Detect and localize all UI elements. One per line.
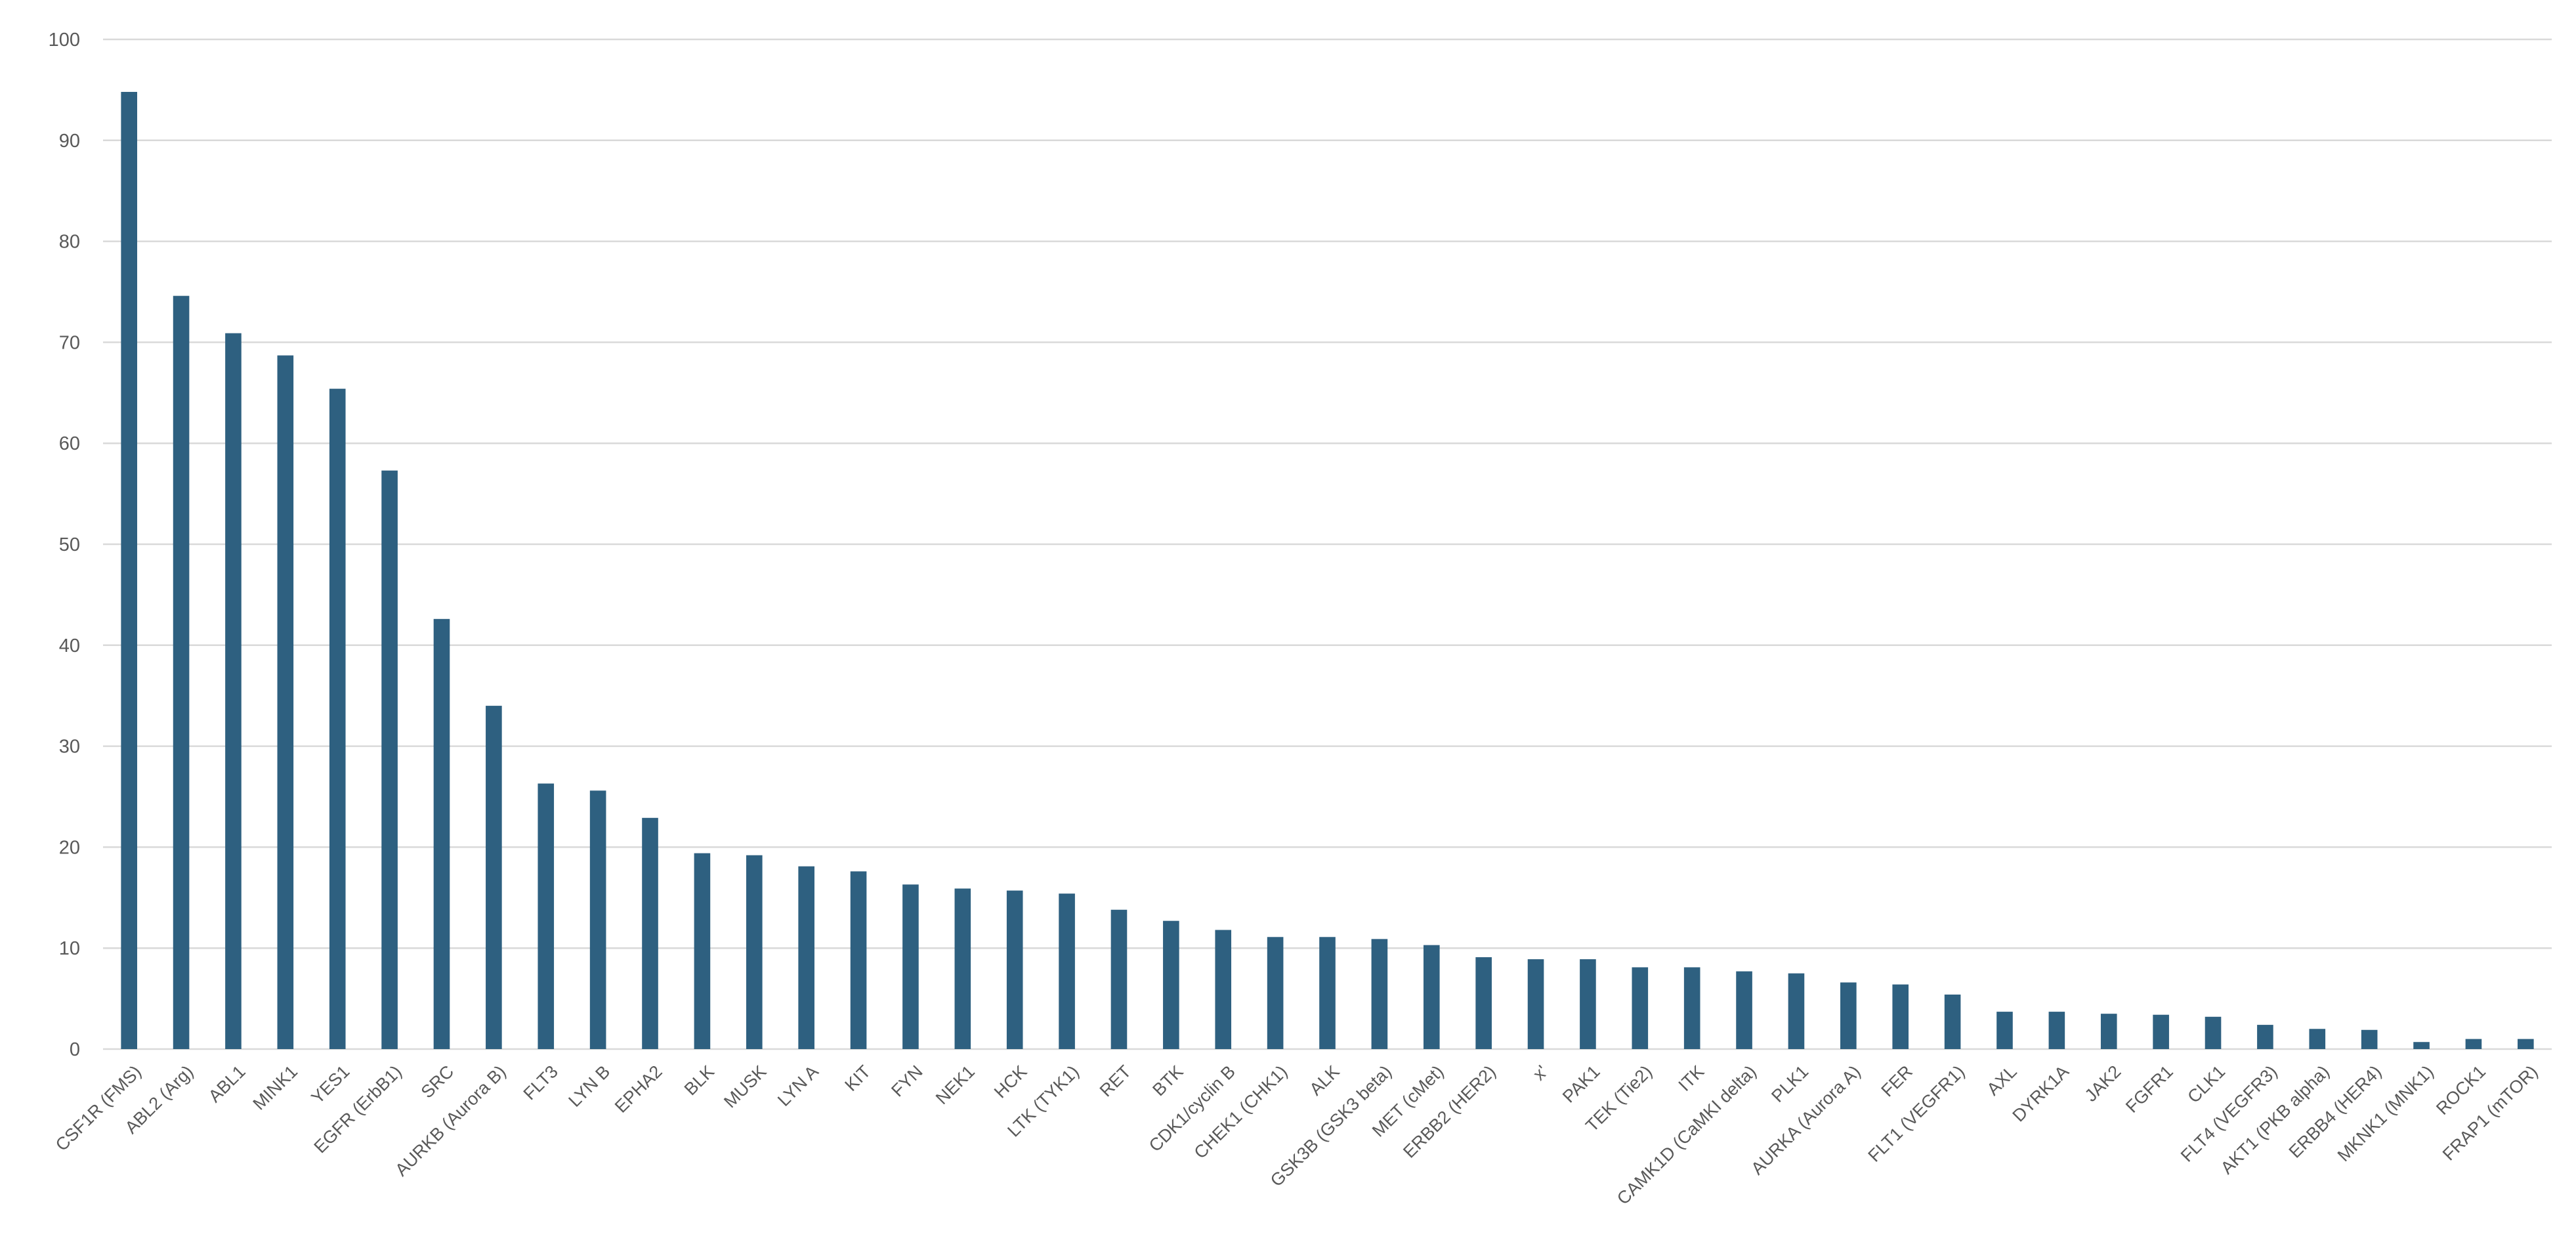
- x-tick-label: JAK2: [2081, 1062, 2125, 1106]
- x-tick-label: AXL: [1983, 1062, 2020, 1099]
- bar: [2153, 1014, 2169, 1049]
- x-tick-label: FER: [1878, 1062, 1916, 1100]
- bar: [1580, 959, 1596, 1049]
- x-tick-label: FRAP1 (mTOR): [2439, 1062, 2542, 1165]
- bar: [1944, 994, 1961, 1049]
- bar: [1840, 982, 1857, 1049]
- y-tick-label: 70: [59, 332, 80, 353]
- x-tick-label: EPHA2: [611, 1062, 666, 1117]
- y-axis-tick-labels: 0 10 20 30 40 50 60 70 80 90 100: [49, 30, 80, 1060]
- bar: [277, 355, 294, 1049]
- bar: [1110, 909, 1128, 1049]
- bar: [1319, 937, 1336, 1049]
- x-tick-label: FYN: [887, 1062, 926, 1100]
- x-tick-label: ERBB4 (HER4): [2285, 1062, 2386, 1162]
- x-tick-label: MINK1: [249, 1062, 302, 1114]
- bar: [902, 884, 919, 1049]
- bars: [121, 91, 2534, 1050]
- bar: [433, 618, 450, 1049]
- bar: [2465, 1039, 2482, 1049]
- x-tick-label: MKNK1 (MNK1): [2334, 1062, 2438, 1165]
- y-tick-label: 80: [59, 232, 80, 253]
- bar: [1736, 971, 1752, 1049]
- x-tick-label: YES1: [307, 1062, 353, 1108]
- bar: [850, 871, 867, 1049]
- bar: [642, 817, 658, 1049]
- x-tick-label: FLT1 (VEGFR1): [1865, 1062, 1969, 1166]
- bar: [381, 470, 398, 1049]
- y-tick-label: 0: [70, 1039, 80, 1060]
- x-tick-label: PLK1: [1767, 1062, 1812, 1106]
- bar: [589, 790, 606, 1049]
- bar: [1267, 937, 1284, 1049]
- bar: [798, 866, 814, 1049]
- x-tick-label: RET: [1096, 1062, 1135, 1100]
- bar: [1683, 967, 1700, 1049]
- x-tick-label: FLT4 (VEGFR3): [2177, 1062, 2281, 1166]
- bar: [1163, 920, 1179, 1049]
- bar: [1423, 945, 1440, 1049]
- bar: [538, 783, 555, 1049]
- y-tick-label: 30: [59, 737, 80, 758]
- bar: [2518, 1039, 2534, 1049]
- y-tick-label: 60: [59, 433, 80, 454]
- bar: [121, 91, 137, 1050]
- bar: [486, 706, 502, 1049]
- y-tick-label: 20: [59, 837, 80, 858]
- bar: [2257, 1025, 2273, 1049]
- x-tick-label: SRC: [417, 1062, 458, 1102]
- bar: [1059, 893, 1075, 1049]
- y-tick-label: 90: [59, 131, 80, 152]
- x-tick-label: LYN B: [564, 1062, 614, 1111]
- bar: [2309, 1029, 2326, 1049]
- bar: [746, 855, 763, 1049]
- bar: [1788, 973, 1805, 1049]
- x-tick-label: ITK: [1675, 1062, 1708, 1095]
- x-tick-label: ABL1: [205, 1062, 249, 1106]
- bar: [2048, 1012, 2065, 1049]
- x-tick-label: CSF1R (FMS): [52, 1062, 145, 1155]
- y-tick-label: 50: [59, 534, 80, 555]
- bar: [1215, 930, 1232, 1049]
- bar: [1527, 959, 1544, 1049]
- bar: [1475, 957, 1492, 1049]
- x-tick-label: MUSK: [720, 1062, 770, 1111]
- x-tick-label: BLK: [681, 1062, 718, 1099]
- x-tick-label: NEK1: [932, 1062, 979, 1108]
- x-tick-label: CHEK1 (CHK1): [1191, 1062, 1292, 1163]
- x-tick-label: BTK: [1149, 1062, 1187, 1100]
- gridlines: [103, 38, 2552, 1050]
- y-tick-label: 10: [59, 938, 80, 959]
- x-tick-label: ALK: [1305, 1062, 1343, 1099]
- bar: [2361, 1029, 2378, 1049]
- x-tick-label: FGFR1: [2122, 1062, 2177, 1117]
- bar: [1996, 1012, 2013, 1049]
- x-tick-label: ERBB2 (HER2): [1399, 1062, 1500, 1162]
- bar: [173, 295, 190, 1050]
- bar: [2100, 1014, 2117, 1049]
- bar: [954, 888, 971, 1049]
- bar: [1371, 939, 1388, 1049]
- y-tick-label: 100: [49, 30, 80, 51]
- bar: [225, 333, 242, 1050]
- x-tick-label: LYN A: [774, 1062, 822, 1110]
- bar: [694, 853, 711, 1049]
- x-tick-label: FLT3: [520, 1062, 562, 1104]
- bar: [1006, 890, 1023, 1049]
- bar: [2413, 1042, 2430, 1049]
- x-tick-label: DYRK1A: [2008, 1062, 2073, 1126]
- bar: [1632, 967, 1649, 1049]
- x-tick-label: CLK1: [2184, 1062, 2229, 1107]
- x-tick-label: KIT: [841, 1062, 874, 1095]
- bar: [329, 389, 346, 1049]
- y-tick-label: 40: [59, 635, 80, 656]
- x-tick-label: x': [1529, 1062, 1552, 1084]
- x-tick-label: HCK: [990, 1062, 1031, 1102]
- x-tick-label: PAK1: [1559, 1062, 1604, 1107]
- bar: [2205, 1016, 2222, 1049]
- bar: [1892, 984, 1909, 1049]
